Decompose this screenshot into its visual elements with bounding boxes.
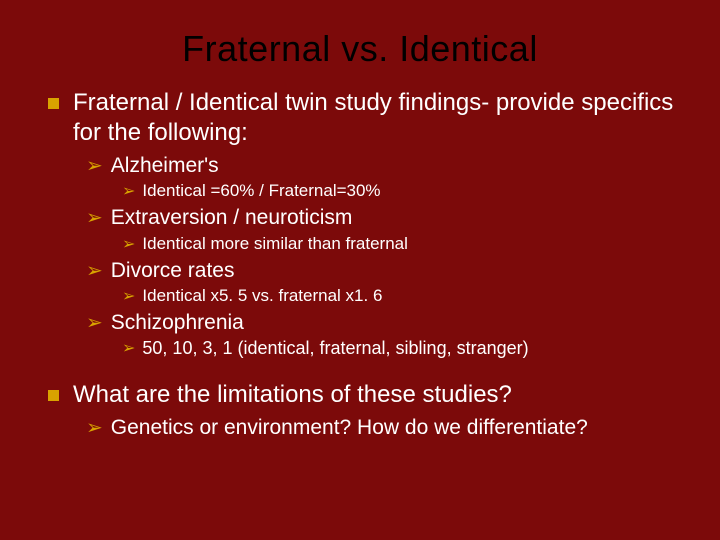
bullet-detail-divorce: ➢ Identical x5. 5 vs. fraternal x1. 6: [40, 285, 680, 307]
spacer: [40, 362, 680, 380]
arrow-bullet-icon: ➢: [122, 338, 135, 358]
bullet-text: Extraversion / neuroticism: [111, 204, 353, 231]
arrow-bullet-icon: ➢: [86, 205, 103, 230]
bullet-sub-schizophrenia: ➢ Schizophrenia: [40, 309, 680, 336]
bullet-sub-extraversion: ➢ Extraversion / neuroticism: [40, 204, 680, 231]
bullet-text: Identical =60% / Fraternal=30%: [142, 180, 380, 202]
bullet-text: What are the limitations of these studie…: [73, 380, 512, 410]
arrow-bullet-icon: ➢: [86, 153, 103, 178]
bullet-main-1: Fraternal / Identical twin study finding…: [40, 88, 680, 148]
arrow-bullet-icon: ➢: [122, 286, 135, 306]
arrow-bullet-icon: ➢: [86, 415, 103, 440]
bullet-main-2: What are the limitations of these studie…: [40, 380, 680, 410]
bullet-text: Fraternal / Identical twin study finding…: [73, 88, 680, 148]
bullet-detail-alzheimers: ➢ Identical =60% / Fraternal=30%: [40, 180, 680, 202]
bullet-sub-limitations: ➢ Genetics or environment? How do we dif…: [40, 414, 680, 441]
arrow-bullet-icon: ➢: [122, 181, 135, 201]
bullet-detail-schizophrenia: ➢ 50, 10, 3, 1 (identical, fraternal, si…: [40, 337, 680, 360]
slide: Fraternal vs. Identical Fraternal / Iden…: [0, 0, 720, 540]
slide-title: Fraternal vs. Identical: [40, 28, 680, 70]
bullet-text: Identical x5. 5 vs. fraternal x1. 6: [142, 285, 382, 307]
bullet-detail-extraversion: ➢ Identical more similar than fraternal: [40, 233, 680, 255]
bullet-text: Identical more similar than fraternal: [142, 233, 408, 255]
arrow-bullet-icon: ➢: [86, 258, 103, 283]
arrow-bullet-icon: ➢: [86, 310, 103, 335]
bullet-text: Divorce rates: [111, 257, 235, 284]
square-bullet-icon: [48, 390, 59, 401]
arrow-bullet-icon: ➢: [122, 234, 135, 254]
bullet-sub-divorce: ➢ Divorce rates: [40, 257, 680, 284]
bullet-sub-alzheimers: ➢ Alzheimer's: [40, 152, 680, 179]
bullet-text: Alzheimer's: [111, 152, 219, 179]
bullet-text: Schizophrenia: [111, 309, 244, 336]
bullet-text: 50, 10, 3, 1 (identical, fraternal, sibl…: [142, 337, 528, 360]
bullet-text: Genetics or environment? How do we diffe…: [111, 414, 588, 441]
square-bullet-icon: [48, 98, 59, 109]
